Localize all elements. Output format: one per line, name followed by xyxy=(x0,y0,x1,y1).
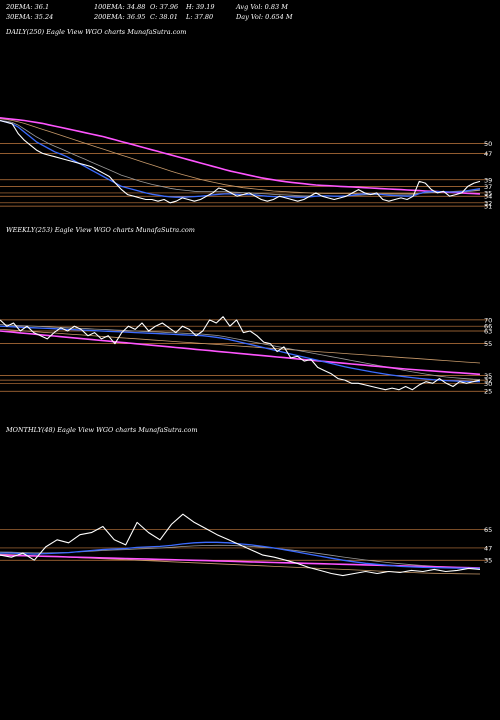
weekly-y-tick-label: 66 xyxy=(484,323,492,331)
weekly-price-line xyxy=(0,316,481,391)
hdr-20ema: 20EMA: 36.1 xyxy=(6,3,50,11)
daily-ema-gray-line xyxy=(0,120,481,197)
monthly-y-tick-label: 65 xyxy=(484,526,492,534)
daily-y-tick-label: 34 xyxy=(484,193,492,201)
hdr-high: H: 39.19 xyxy=(186,3,215,11)
weekly-ema-pink-line xyxy=(0,330,481,376)
weekly-y-tick-label: 32 xyxy=(484,377,492,385)
weekly-chart-title: WEEKLY(253) Eagle View WGO charts Munafa… xyxy=(6,226,195,234)
weekly-ema-fast-line xyxy=(0,325,481,383)
hdr-200ema: 200EMA: 36.95 xyxy=(94,13,146,21)
daily-price-line xyxy=(0,119,481,204)
monthly-ema-pink-line xyxy=(0,554,481,569)
daily-y-tick-label: 39 xyxy=(484,176,492,184)
hdr-day-vol: Day Vol: 0.654 M xyxy=(236,13,293,21)
weekly-y-tick-label: 30 xyxy=(484,380,492,388)
weekly-y-tick-label: 25 xyxy=(484,388,492,396)
weekly-ema-tan-line xyxy=(0,329,481,364)
monthly-y-tick-label: 47 xyxy=(484,544,492,552)
hdr-low: L: 37.80 xyxy=(186,13,214,21)
daily-ema-fast-line xyxy=(0,119,481,198)
daily-ema-tan-line xyxy=(0,118,481,194)
weekly-ema-gray-line xyxy=(0,324,481,380)
weekly-y-tick-label: 70 xyxy=(484,316,492,324)
weekly-y-tick-label: 35 xyxy=(484,372,492,380)
weekly-y-tick-label: 63 xyxy=(484,327,492,335)
monthly-y-tick-label: 35 xyxy=(484,557,492,565)
hdr-30ema: 30EMA: 35.24 xyxy=(6,13,54,21)
daily-ema-pink-line xyxy=(0,117,481,195)
daily-y-tick-label: 47 xyxy=(484,150,492,158)
hdr-100ema: 100EMA: 34.88 xyxy=(94,3,146,11)
hdr-open: O: 37.96 xyxy=(150,3,179,11)
daily-y-tick-label: 35 xyxy=(484,189,492,197)
monthly-chart: 65 47 35 xyxy=(0,513,492,577)
daily-y-tick-label: 32 xyxy=(484,199,492,207)
weekly-y-tick-label: 55 xyxy=(484,340,492,348)
daily-chart-title: DAILY(250) Eagle View WGO charts MunafaS… xyxy=(6,28,187,36)
hdr-close: C: 38.01 xyxy=(150,13,178,21)
daily-y-tick-label: 31 xyxy=(484,203,492,211)
hdr-avg-vol: Avg Vol: 0.83 M xyxy=(236,3,288,11)
monthly-ema-fast-line xyxy=(0,541,481,570)
daily-y-tick-label: 37 xyxy=(484,183,492,191)
monthly-chart-title: MONTHLY(48) Eagle View WGO charts Munafa… xyxy=(6,426,198,434)
daily-y-tick-label: 50 xyxy=(484,140,492,148)
monthly-price-line xyxy=(0,513,481,577)
